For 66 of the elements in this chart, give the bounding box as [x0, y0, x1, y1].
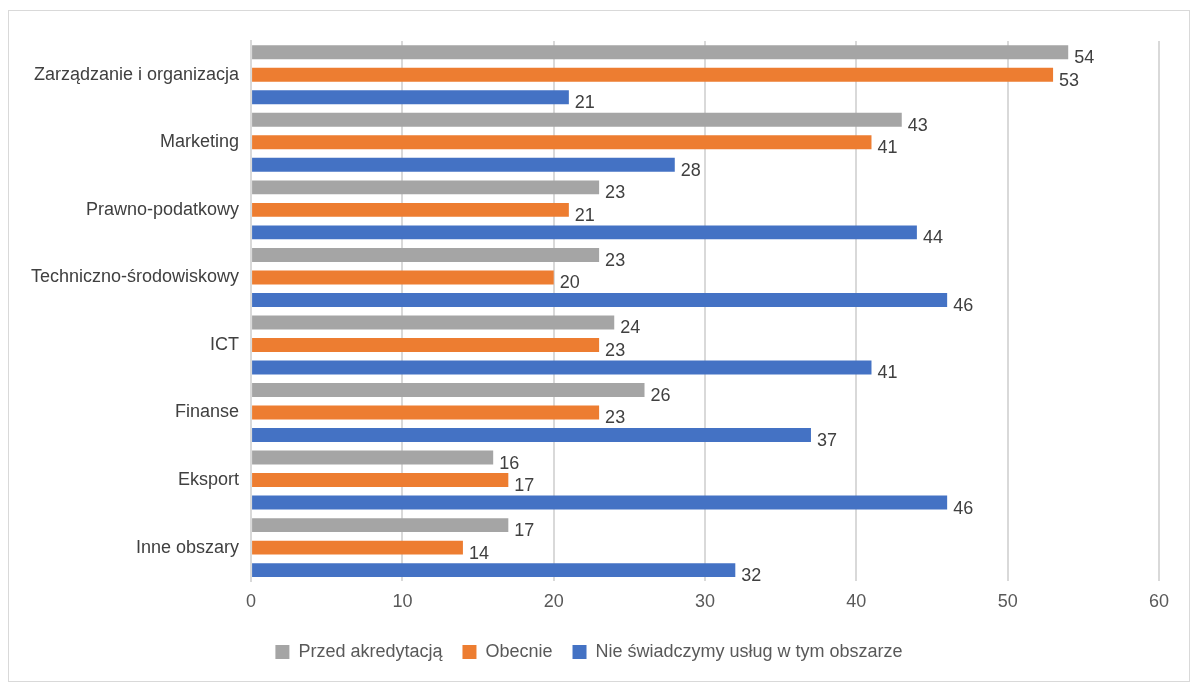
data-label: 17 — [514, 475, 535, 496]
bar — [252, 112, 902, 127]
y-tick-label: Eksport — [178, 469, 240, 490]
data-label: 53 — [1059, 69, 1080, 90]
bar — [252, 495, 948, 510]
bar — [252, 67, 1054, 82]
data-label: 26 — [650, 384, 671, 405]
bar — [252, 157, 675, 172]
y-tick-label: Inne obszary — [136, 536, 240, 557]
bar — [252, 428, 811, 443]
data-label: 43 — [907, 114, 928, 135]
bar — [252, 135, 872, 150]
bar — [252, 270, 554, 285]
x-tick-label: 50 — [997, 591, 1018, 612]
data-label: 54 — [1074, 47, 1095, 68]
bar — [252, 383, 645, 397]
data-label: 23 — [605, 407, 626, 428]
bar — [252, 450, 494, 465]
bar — [252, 405, 600, 420]
y-tick-label: Finanse — [175, 401, 240, 422]
data-label: 41 — [877, 362, 898, 383]
data-label: 28 — [680, 159, 701, 180]
bar — [252, 360, 872, 375]
data-label: 17 — [514, 520, 535, 541]
y-tick-label: Marketing — [160, 131, 240, 152]
data-label: 44 — [922, 227, 943, 248]
x-tick-label: 40 — [846, 591, 867, 612]
data-label: 41 — [877, 137, 898, 158]
data-label: 37 — [816, 430, 837, 451]
bar — [252, 225, 917, 240]
bar — [252, 202, 569, 217]
data-label: 23 — [605, 339, 626, 360]
y-tick-label: Zarządzanie i organizacja — [33, 63, 241, 84]
bar — [252, 473, 509, 488]
data-label: 21 — [574, 92, 595, 113]
bar — [252, 292, 948, 307]
data-label: 23 — [605, 182, 626, 203]
x-tick-label: 60 — [1148, 591, 1170, 612]
y-tick-label: Prawno-podatkowy — [85, 198, 240, 219]
bar — [252, 180, 600, 195]
bar — [252, 315, 615, 330]
y-tick-label: ICT — [210, 333, 240, 354]
x-tick-label: 0 — [246, 591, 257, 612]
data-label: 32 — [741, 565, 762, 586]
bar — [252, 518, 509, 533]
data-label: 46 — [953, 294, 974, 315]
data-label: 14 — [468, 542, 489, 563]
data-label: 46 — [953, 497, 974, 518]
legend-label: Obecnie — [485, 640, 553, 661]
data-label: 23 — [605, 249, 626, 270]
data-label: 16 — [499, 452, 520, 473]
legend-label: Nie świadczymy usług w tym obszarze — [595, 640, 903, 661]
bar — [252, 338, 600, 352]
x-tick-label: 30 — [695, 591, 716, 612]
x-tick-label: 20 — [543, 591, 564, 612]
bar — [252, 45, 1069, 60]
y-tick-label: Techniczno-środowiskowy — [30, 266, 240, 287]
legend-label: Przed akredytacją — [298, 640, 444, 661]
bar — [252, 540, 463, 555]
bar — [252, 90, 569, 105]
bar — [252, 247, 600, 262]
data-label: 21 — [574, 204, 595, 225]
data-label: 20 — [559, 272, 580, 293]
bar — [252, 563, 736, 578]
x-tick-label: 10 — [392, 591, 413, 612]
data-label: 24 — [620, 317, 641, 338]
